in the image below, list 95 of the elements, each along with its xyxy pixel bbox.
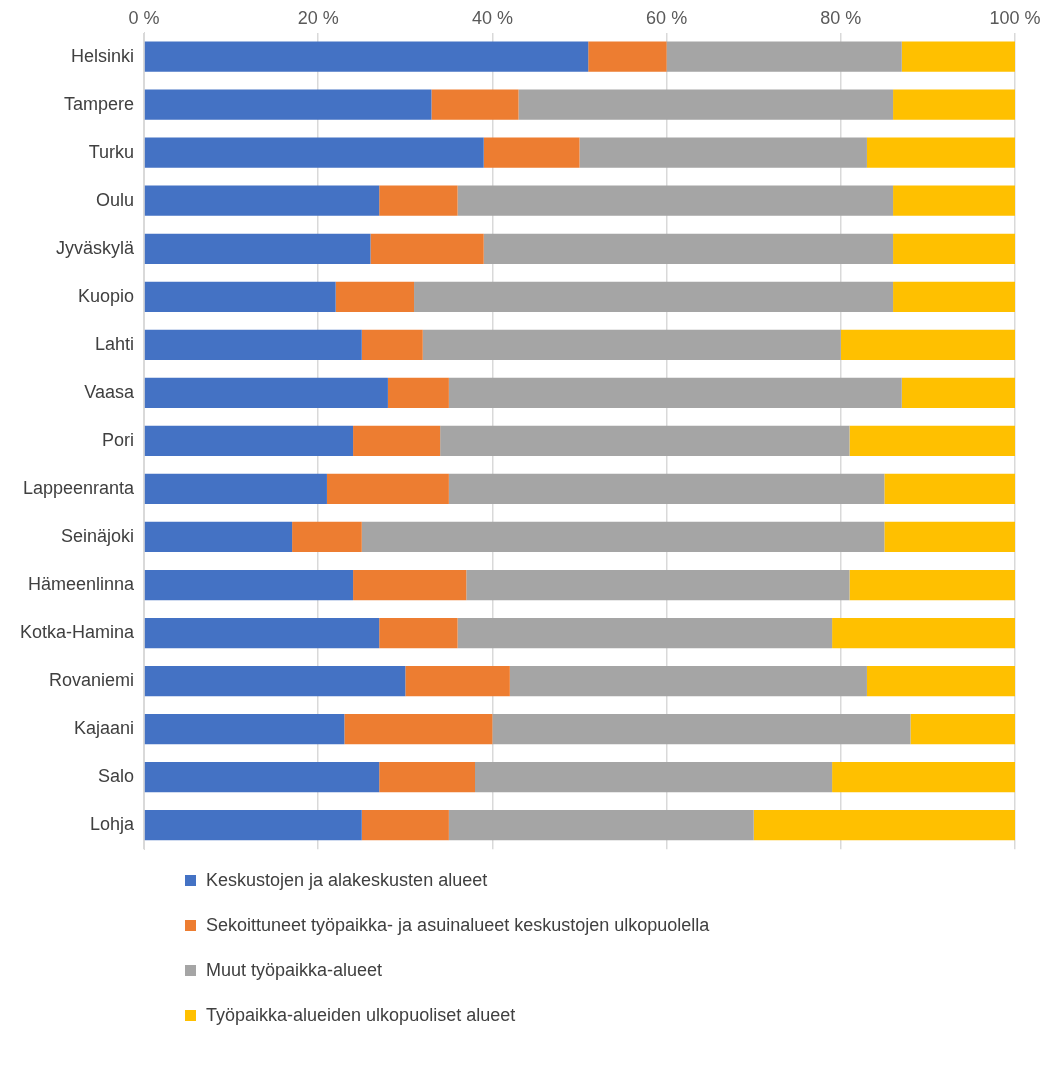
bar [144, 762, 380, 793]
bar [144, 377, 388, 408]
bar [884, 473, 1015, 505]
bar [144, 329, 362, 360]
bar [832, 762, 1015, 793]
bar [483, 137, 580, 168]
bar [866, 137, 1015, 168]
bar [361, 329, 423, 360]
y-tick-label: Jyväskylä [56, 237, 136, 258]
bar [144, 137, 484, 168]
bar [483, 233, 894, 264]
y-tick-label: Kotka-Hamina [20, 622, 136, 643]
legend-label: Sekoittuneet työpaikka- ja asuinalueet keskustojen ulkopuolella [206, 915, 710, 936]
bar [387, 377, 449, 408]
bar [475, 762, 833, 793]
bar [457, 185, 894, 216]
bar [379, 762, 476, 793]
bar [144, 569, 354, 601]
bar [144, 41, 589, 72]
bar [361, 521, 885, 553]
bar [518, 89, 894, 120]
bar [884, 521, 1015, 553]
bar [579, 137, 867, 168]
y-tick-label: Rovaniemi [49, 670, 135, 691]
bar [144, 810, 362, 841]
bar [893, 281, 1015, 312]
bar [335, 281, 415, 312]
y-tick-label: Kuopio [77, 285, 135, 306]
bar [457, 617, 833, 649]
bar [144, 521, 293, 553]
bar [509, 665, 867, 697]
bar [144, 233, 371, 264]
bar [753, 810, 1015, 841]
bar [144, 617, 380, 649]
y-tick-label: Vaasa [84, 381, 136, 402]
bar [405, 665, 510, 697]
bar [840, 329, 1015, 360]
y-tick-label: Lohja [90, 814, 136, 835]
x-tick-label: 40 % [471, 7, 513, 28]
bar [144, 89, 432, 120]
bar [910, 713, 1015, 745]
bar [448, 473, 885, 505]
y-tick-label: Pori [102, 429, 135, 450]
x-tick-label: 100 % [989, 7, 1041, 28]
bar [893, 233, 1015, 264]
bar [893, 185, 1015, 216]
bar [893, 89, 1015, 120]
y-tick-label: Oulu [96, 189, 135, 210]
legend-label: Keskustojen ja alakeskusten alueet [206, 870, 488, 891]
x-tick-label: 80 % [820, 7, 862, 28]
bar [466, 569, 850, 601]
bar [448, 810, 754, 841]
bar [440, 425, 850, 457]
bar [431, 89, 519, 120]
bar [832, 617, 1015, 649]
y-tick-label: Tampere [64, 93, 135, 114]
legend-label: Työpaikka-alueiden ulkopuoliset alueet [206, 1005, 516, 1026]
bar [144, 665, 406, 697]
bar [379, 617, 458, 649]
y-tick-label: Turku [88, 141, 135, 162]
bar [361, 810, 449, 841]
bar [422, 329, 841, 360]
y-tick-label: Hämeenlinna [27, 573, 136, 594]
bar [144, 713, 345, 745]
bar [901, 41, 1015, 72]
bar [326, 473, 449, 505]
bar [414, 281, 894, 312]
bar [379, 185, 458, 216]
bar [353, 569, 467, 601]
bar [448, 377, 902, 408]
y-tick-label: Helsinki [71, 45, 135, 66]
bar [144, 281, 336, 312]
bar [144, 473, 327, 505]
bar [866, 665, 1015, 697]
bar [849, 425, 1015, 457]
bar [344, 713, 493, 745]
bar [588, 41, 667, 72]
bar [901, 377, 1015, 408]
bar [492, 713, 911, 745]
y-tick-label: Seinäjoki [61, 525, 135, 546]
bar [666, 41, 902, 72]
y-tick-label: Lappeenranta [22, 477, 136, 498]
x-tick-label: 20 % [297, 7, 339, 28]
bar [144, 425, 354, 457]
legend-label: Muut työpaikka-alueet [206, 960, 383, 981]
bar [292, 521, 362, 553]
bar [144, 185, 380, 216]
bar [370, 233, 484, 264]
y-tick-label: Kajaani [74, 718, 135, 739]
bar [353, 425, 441, 457]
x-tick-label: 0 % [128, 7, 160, 28]
y-tick-label: Salo [98, 766, 135, 787]
y-tick-label: Lahti [95, 333, 135, 354]
x-tick-label: 60 % [646, 7, 688, 28]
bar [849, 569, 1015, 601]
